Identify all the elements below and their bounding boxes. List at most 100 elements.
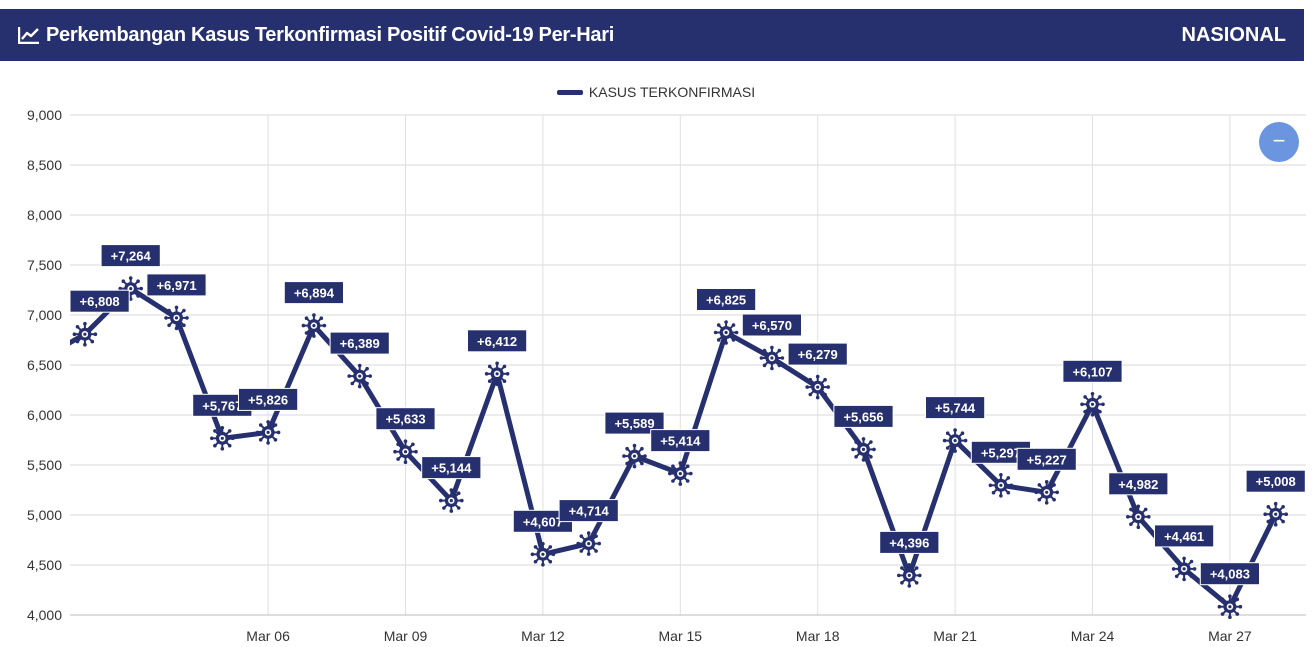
data-label: +5,414 bbox=[660, 434, 701, 449]
data-label-box bbox=[558, 499, 619, 523]
data-point-marker[interactable] bbox=[1216, 593, 1244, 620]
y-tick-label: 5,500 bbox=[27, 457, 62, 473]
data-label-box bbox=[1062, 359, 1123, 383]
data-label: +5,227 bbox=[1027, 452, 1067, 467]
y-tick-label: 8,000 bbox=[27, 207, 62, 223]
data-label-box bbox=[1245, 469, 1306, 493]
data-label-box bbox=[833, 404, 894, 428]
data-point-marker[interactable] bbox=[71, 320, 99, 348]
data-label: +4,083 bbox=[1210, 567, 1250, 582]
data-label-box bbox=[879, 530, 940, 554]
data-label: +6,389 bbox=[340, 336, 380, 351]
y-tick-label: 5,000 bbox=[27, 507, 62, 523]
data-label: +6,825 bbox=[706, 293, 746, 308]
data-label: +6,107 bbox=[1072, 364, 1112, 379]
data-point-marker[interactable] bbox=[1033, 479, 1060, 506]
data-point-marker[interactable] bbox=[163, 304, 190, 332]
data-label: +5,826 bbox=[248, 392, 288, 407]
y-tick-label: 9,000 bbox=[27, 107, 62, 123]
data-label-box bbox=[787, 342, 848, 366]
data-point-marker[interactable] bbox=[1262, 500, 1289, 528]
data-label: +4,396 bbox=[889, 535, 929, 550]
data-label: +5,297 bbox=[981, 445, 1021, 460]
chart-title: Perkembangan Kasus Terkonfirmasi Positif… bbox=[46, 23, 614, 46]
data-point-marker[interactable] bbox=[346, 362, 373, 390]
y-tick-label: 4,500 bbox=[27, 557, 62, 573]
data-point-marker[interactable] bbox=[392, 438, 419, 465]
x-tick-label: Mar 24 bbox=[1071, 628, 1115, 644]
legend-label: KASUS TERKONFIRMASI bbox=[588, 84, 756, 100]
data-point-marker[interactable] bbox=[1170, 555, 1198, 583]
data-label-box bbox=[375, 407, 436, 431]
data-label: +4,607 bbox=[523, 514, 563, 529]
header-left: Perkembangan Kasus Terkonfirmasi Positif… bbox=[17, 23, 614, 47]
y-tick-label: 8,500 bbox=[27, 157, 62, 173]
x-tick-label: Mar 15 bbox=[659, 628, 703, 644]
data-label: +5,656 bbox=[843, 409, 883, 424]
data-point-marker[interactable] bbox=[712, 319, 740, 346]
x-tick-label: Mar 09 bbox=[384, 628, 428, 644]
data-label-box bbox=[100, 244, 161, 268]
data-label-box bbox=[925, 396, 986, 420]
chart-legend[interactable]: KASUS TERKONFIRMASI bbox=[0, 84, 1312, 100]
scope-label: NASIONAL bbox=[1181, 23, 1286, 46]
data-point-marker[interactable] bbox=[300, 312, 328, 339]
y-tick-label: 7,500 bbox=[27, 257, 62, 273]
data-point-marker[interactable] bbox=[987, 472, 1015, 499]
data-point-marker[interactable] bbox=[667, 460, 694, 487]
data-label-box bbox=[1199, 562, 1261, 586]
data-point-marker[interactable] bbox=[850, 436, 877, 463]
data-point-marker[interactable] bbox=[529, 541, 557, 568]
data-label-box bbox=[1108, 472, 1169, 496]
data-point-marker[interactable] bbox=[1079, 391, 1106, 418]
data-point-marker[interactable] bbox=[438, 487, 465, 514]
data-label-box bbox=[741, 313, 802, 337]
data-label-box bbox=[421, 456, 482, 480]
data-label: +4,461 bbox=[1164, 529, 1204, 544]
y-tick-label: 6,500 bbox=[27, 357, 62, 373]
data-label-box bbox=[69, 289, 130, 313]
data-point-marker[interactable] bbox=[896, 562, 923, 589]
data-point-marker[interactable] bbox=[941, 427, 969, 454]
data-point-marker[interactable] bbox=[621, 442, 648, 470]
data-label: +5,589 bbox=[614, 416, 654, 431]
x-tick-label: Mar 18 bbox=[796, 628, 840, 644]
data-label: +5,767 bbox=[202, 398, 242, 413]
chart-header: Perkembangan Kasus Terkonfirmasi Positif… bbox=[0, 9, 1304, 61]
zoom-out-button[interactable]: − bbox=[1259, 122, 1299, 162]
y-tick-label: 4,000 bbox=[27, 607, 62, 623]
data-label: +6,570 bbox=[752, 318, 792, 333]
data-point-marker[interactable] bbox=[483, 360, 511, 388]
data-point-marker[interactable] bbox=[804, 373, 831, 401]
data-label: +6,971 bbox=[156, 278, 196, 293]
data-label-box bbox=[329, 331, 390, 355]
data-label: +4,714 bbox=[569, 504, 610, 519]
data-label-box bbox=[146, 273, 207, 297]
data-label: +6,808 bbox=[80, 294, 120, 309]
data-point-marker[interactable] bbox=[575, 530, 602, 557]
data-label: +4,982 bbox=[1118, 477, 1158, 492]
data-point-marker[interactable] bbox=[758, 344, 786, 372]
data-label: +5,633 bbox=[385, 412, 425, 427]
data-label-box bbox=[1154, 524, 1215, 548]
data-point-marker[interactable] bbox=[254, 419, 282, 446]
x-tick-label: Mar 27 bbox=[1208, 628, 1252, 644]
zoom-out-icon: − bbox=[1272, 128, 1286, 153]
line-chart-icon bbox=[17, 26, 40, 45]
data-label-box bbox=[467, 329, 528, 353]
legend-swatch bbox=[556, 89, 583, 95]
data-label-box bbox=[650, 429, 711, 453]
data-label: +6,412 bbox=[477, 334, 517, 349]
data-point-marker[interactable] bbox=[209, 425, 236, 452]
y-tick-label: 6,000 bbox=[27, 407, 62, 423]
x-tick-label: Mar 12 bbox=[521, 628, 565, 644]
x-tick-label: Mar 21 bbox=[933, 628, 977, 644]
data-point-marker[interactable] bbox=[1125, 503, 1152, 531]
data-label-box bbox=[604, 411, 665, 435]
data-label: +6,279 bbox=[798, 347, 838, 362]
data-label-box bbox=[283, 281, 344, 305]
data-label-box bbox=[1016, 447, 1077, 471]
x-tick-label: Mar 06 bbox=[246, 628, 290, 644]
y-tick-label: 7,000 bbox=[27, 307, 62, 323]
